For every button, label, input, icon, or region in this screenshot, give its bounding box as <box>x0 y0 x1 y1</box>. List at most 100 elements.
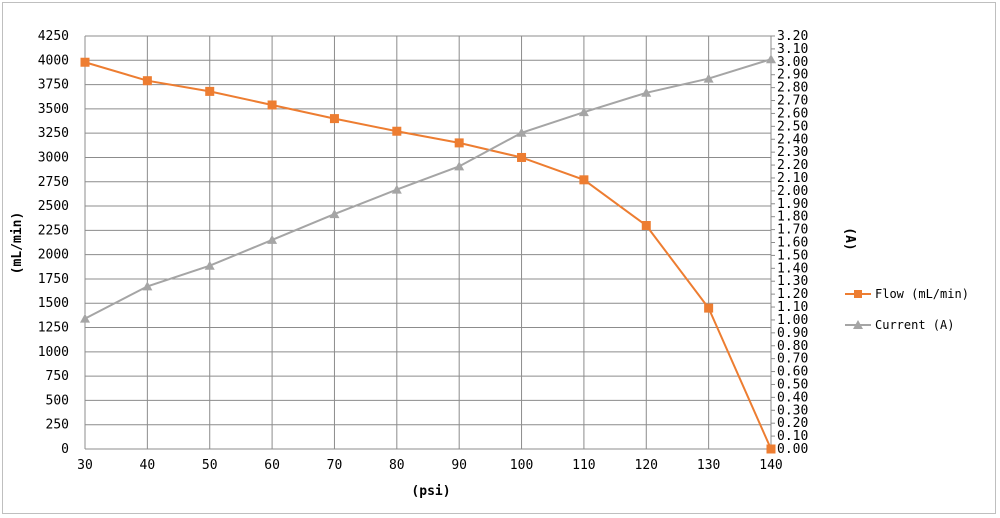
x-axis-ticks: 30 40 50 60 70 80 90 100 110 120 130 140 <box>77 458 783 473</box>
legend-marker-flow <box>854 290 862 298</box>
legend-label-flow: Flow (mL/min) <box>875 287 969 301</box>
y2-tick-label: 1.80 <box>777 210 808 225</box>
y-tick-label: 3500 <box>38 102 69 117</box>
legend-item-current: Current (A) <box>845 318 954 332</box>
data-point <box>766 54 776 64</box>
y2-tick-label: 2.90 <box>777 68 808 83</box>
series-current <box>80 54 776 323</box>
y-tick-label: 250 <box>46 418 69 433</box>
y2-tick-label: 0.50 <box>777 377 808 392</box>
y2-tick-label: 2.30 <box>777 145 808 160</box>
y-tick-label: 1500 <box>38 296 69 311</box>
x-tick-label: 30 <box>77 458 93 473</box>
y2-tick-label: 1.60 <box>777 236 808 251</box>
data-point <box>579 175 589 185</box>
vertical-gridlines <box>84 36 772 449</box>
data-point <box>641 87 652 97</box>
data-point <box>80 57 90 67</box>
x-tick-label: 100 <box>510 458 533 473</box>
y-tick-label: 2000 <box>38 248 69 263</box>
data-point <box>142 76 152 86</box>
data-point <box>391 184 402 194</box>
y2-tick-label: 2.70 <box>777 94 808 109</box>
data-point <box>392 126 402 136</box>
y-tick-label: 1000 <box>38 345 69 360</box>
y-axis-right-title: (A) <box>842 227 857 250</box>
x-tick-label: 110 <box>572 458 595 473</box>
y2-tick-label: 2.10 <box>777 171 808 186</box>
y-tick-label: 1750 <box>38 272 69 287</box>
data-point <box>641 220 651 230</box>
y2-tick-label: 0.30 <box>777 403 808 418</box>
y-tick-label: 2250 <box>38 223 69 238</box>
y2-tick-label: 1.50 <box>777 248 808 263</box>
series-line <box>84 58 772 320</box>
y-tick-label: 750 <box>46 369 69 384</box>
data-point <box>454 161 465 171</box>
x-tick-label: 60 <box>264 458 280 473</box>
data-point <box>80 313 90 323</box>
y2-tick-label: 2.40 <box>777 132 808 147</box>
y2-tick-label: 0.80 <box>777 339 808 354</box>
x-tick-label: 70 <box>327 458 343 473</box>
y2-tick-label: 2.60 <box>777 106 808 121</box>
data-point <box>766 444 776 454</box>
legend-item-flow: Flow (mL/min) <box>845 287 969 301</box>
data-point <box>516 127 527 137</box>
legend-marker-current <box>853 320 863 329</box>
data-point <box>704 303 714 313</box>
x-tick-label: 130 <box>697 458 720 473</box>
y2-tick-label: 0.10 <box>777 429 808 444</box>
series-flow <box>80 57 776 454</box>
y-axis-left-ticks: 0 250 500 750 1000 1250 1500 1750 2000 2250 2500 27… <box>38 29 69 457</box>
x-tick-label: 140 <box>759 458 782 473</box>
y2-tick-label: 1.00 <box>777 313 808 328</box>
y-tick-label: 2500 <box>38 199 69 214</box>
y2-tick-label: 0.20 <box>777 416 808 431</box>
y2-tick-label: 2.00 <box>777 184 808 199</box>
y2-tick-label: 0.00 <box>777 442 808 457</box>
data-point <box>454 138 464 148</box>
x-tick-label: 50 <box>202 458 218 473</box>
data-point <box>205 86 215 96</box>
data-point <box>142 281 153 291</box>
data-point <box>329 209 340 219</box>
y2-tick-label: 3.10 <box>777 42 808 57</box>
x-tick-label: 90 <box>451 458 467 473</box>
horizontal-gridlines <box>85 35 771 450</box>
data-point <box>204 260 215 270</box>
x-axis-title: (psi) <box>411 484 450 499</box>
y-tick-label: 1250 <box>38 321 69 336</box>
y-tick-label: 0 <box>61 442 69 457</box>
y-tick-label: 3250 <box>38 126 69 141</box>
x-tick-label: 80 <box>389 458 405 473</box>
y-tick-label: 500 <box>46 393 69 408</box>
y2-tick-label: 1.10 <box>777 300 808 315</box>
series-line <box>84 61 772 450</box>
y-tick-label: 2750 <box>38 175 69 190</box>
data-point <box>578 107 589 117</box>
y2-tick-label: 2.80 <box>777 81 808 96</box>
data-point <box>703 73 714 83</box>
y2-tick-label: 3.20 <box>777 29 808 44</box>
legend-label-current: Current (A) <box>875 318 954 332</box>
y2-tick-label: 3.00 <box>777 55 808 70</box>
y2-tick-label: 0.40 <box>777 390 808 405</box>
y2-tick-label: 2.50 <box>777 119 808 134</box>
y-tick-label: 4000 <box>38 53 69 68</box>
y-tick-label: 4250 <box>38 29 69 44</box>
legend: Flow (mL/min) Current (A) <box>845 287 969 332</box>
data-point <box>517 152 527 162</box>
y2-tick-label: 1.40 <box>777 261 808 276</box>
flow-current-chart: 0 250 500 750 1000 1250 1500 1750 2000 2250 2500 27… <box>10 29 969 499</box>
data-point <box>267 100 277 110</box>
y2-tick-label: 0.90 <box>777 326 808 341</box>
y-axis-left-title: (mL/min) <box>10 212 25 275</box>
y2-tick-label: 1.90 <box>777 197 808 212</box>
y2-tick-label: 0.60 <box>777 365 808 380</box>
series-layer <box>80 54 776 454</box>
y2-tick-label: 1.20 <box>777 287 808 302</box>
y2-tick-label: 0.70 <box>777 352 808 367</box>
y-tick-label: 3000 <box>38 150 69 165</box>
